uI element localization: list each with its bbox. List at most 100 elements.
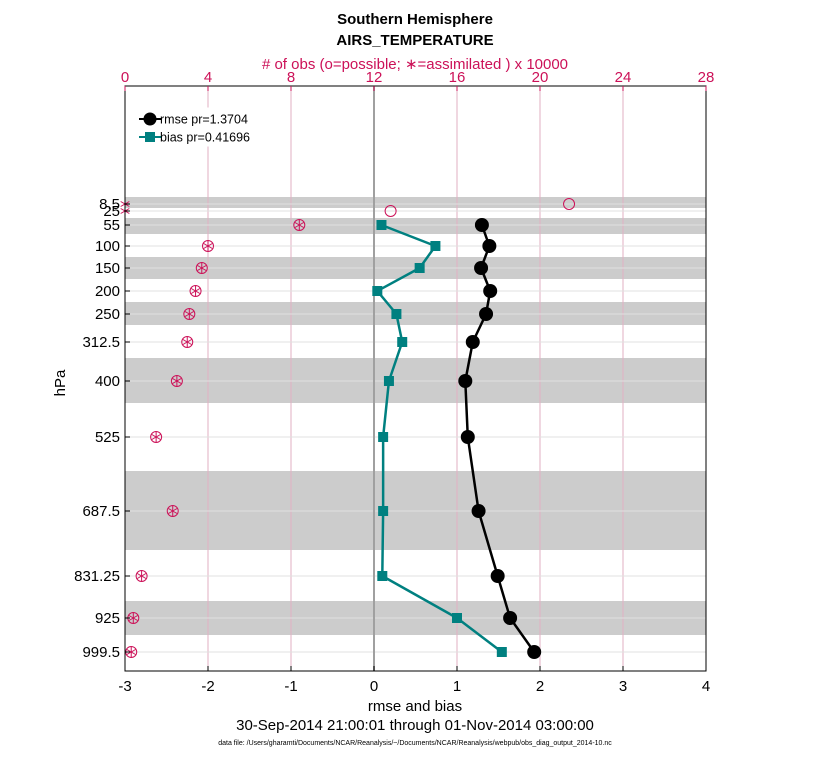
bias-point-2 [414, 263, 425, 273]
bias-point-0 [376, 220, 387, 230]
y-tick-label-4: 150 [95, 260, 120, 277]
obs-possible-marker-8 [170, 375, 183, 387]
obs-assimilated-stroke-6-2 [184, 311, 194, 317]
obs-possible-marker-2 [293, 219, 306, 231]
obs-possible-marker-7 [181, 336, 194, 348]
rmse-point-5 [465, 335, 480, 349]
rmse-point-1 [482, 239, 497, 253]
bias-point-4 [391, 309, 402, 319]
top-axis-label: # of obs (o=possible; ∗=assimilated ) x … [262, 56, 568, 73]
obs-assimilated-marker-9 [151, 432, 161, 442]
top-tick-label-8: 8 [287, 69, 295, 86]
obs-assimilated-stroke-10-2 [168, 508, 178, 514]
obs-possible-marker-3 [202, 240, 214, 252]
rmse-point-6 [458, 374, 473, 388]
top-tick-label-24: 24 [615, 69, 632, 86]
legend-box [132, 107, 276, 147]
obs-assimilated-stroke-9-2 [151, 434, 161, 440]
top-tick-label-12: 12 [366, 69, 383, 86]
obs-assimilated-marker-5 [190, 286, 201, 296]
y-tick-label-11: 831.25 [74, 568, 120, 585]
x-tick-label--2: -2 [201, 678, 214, 695]
y-tick-label-13: 999.5 [82, 644, 120, 661]
bias-point-5 [397, 337, 408, 347]
bias-line [376, 223, 503, 653]
x-tick-label-2: 2 [536, 678, 544, 695]
shaded-band-0 [125, 197, 706, 208]
obs-possible-marker-4 [195, 262, 208, 274]
x-tick-label-3: 3 [619, 678, 627, 695]
x-tick-label--3: -3 [118, 678, 131, 695]
y-tick-label-2: 55 [103, 217, 120, 234]
rmse-point-9 [490, 569, 505, 583]
top-tick-label-4: 4 [204, 69, 212, 86]
obs-assimilated-marker-10 [168, 506, 178, 516]
bias-point-1 [430, 241, 441, 251]
legend-rmse-marker [143, 112, 157, 126]
legend: rmse pr=1.3704 bias pr=0.41696 [132, 107, 276, 147]
obs-assimilated-marker-8 [172, 376, 182, 386]
obs-possible-marker-5 [189, 285, 202, 297]
top-axis-ticks: 0 4 8 12 16 20 24 28 [121, 69, 714, 91]
obs-assimilated-marker-11 [137, 571, 147, 581]
y-tick-label-12: 925 [95, 610, 120, 627]
x-axis-label: rmse and bias [368, 698, 462, 715]
obs-assimilated-marker-4 [197, 263, 207, 273]
x-tick-label-1: 1 [453, 678, 461, 695]
rmse-point-7 [460, 430, 475, 444]
series-markers [372, 218, 542, 659]
rmse-point-3 [483, 284, 498, 298]
y-tick-label-9: 525 [95, 429, 120, 446]
bias-point-3 [372, 286, 383, 296]
y-tick-label-0: 8.5 [99, 196, 120, 213]
shaded-bands [125, 197, 706, 635]
y-tick-label-1: 25 [103, 203, 120, 220]
rmse-line [464, 224, 536, 653]
y-tick-label-8: 400 [95, 373, 120, 390]
x-tick-label--1: -1 [284, 678, 297, 695]
bias-point-9 [377, 571, 388, 581]
date-range: 30-Sep-2014 21:00:01 through 01-Nov-2014… [236, 717, 594, 734]
bias-point-10 [452, 613, 462, 623]
legend-bias-marker [145, 132, 155, 142]
obs-possible-marker-0 [563, 198, 576, 210]
top-tick-label-20: 20 [532, 69, 549, 86]
rmse-point-2 [474, 261, 489, 275]
bias-point-6 [383, 376, 394, 386]
obs-assimilated-stroke-7-2 [182, 339, 192, 345]
obs-assimilated-stroke-8-2 [172, 378, 182, 384]
obs-possible-marker-10 [166, 505, 179, 517]
bias-point-11 [496, 647, 507, 657]
obs-possible-marker-6 [183, 308, 196, 320]
y-axis-label: hPa [52, 369, 69, 396]
obs-assimilated-stroke-4-2 [197, 265, 207, 271]
top-tick-label-16: 16 [449, 69, 466, 86]
y-tick-label-6: 250 [95, 306, 120, 323]
chart-subtitle: AIRS_TEMPERATURE [336, 32, 493, 49]
obs-possible-marker-11 [135, 570, 148, 582]
obs-possible-marker-9 [150, 431, 163, 443]
y-tick-label-7: 312.5 [82, 334, 120, 351]
plot-frame [124, 85, 707, 672]
y-tick-label-10: 687.5 [82, 503, 120, 520]
chart-title: Southern Hemisphere [337, 11, 493, 28]
bias-point-8 [378, 506, 389, 516]
y-tick-label-3: 100 [95, 238, 120, 255]
rmse-point-11 [527, 645, 542, 659]
obs-possible-marker-1 [384, 205, 397, 217]
obs-assimilated-stroke-11-2 [137, 573, 147, 579]
series-lines [376, 223, 536, 653]
obs-markers [120, 198, 576, 658]
rmse-point-8 [471, 504, 486, 518]
shaded-band-1 [125, 218, 706, 234]
obs-assimilated-marker-2 [294, 220, 304, 230]
obs-assimilated-stroke-5-2 [190, 288, 201, 294]
footnote: data file: /Users/gharamti/Documents/NCA… [218, 740, 612, 747]
bias-point-7 [378, 432, 389, 442]
x-tick-label-0: 0 [370, 678, 378, 695]
obs-assimilated-marker-12 [128, 613, 138, 623]
legend-rmse-label: rmse pr=1.3704 [160, 113, 248, 127]
obs-assimilated-marker-6 [184, 309, 194, 319]
